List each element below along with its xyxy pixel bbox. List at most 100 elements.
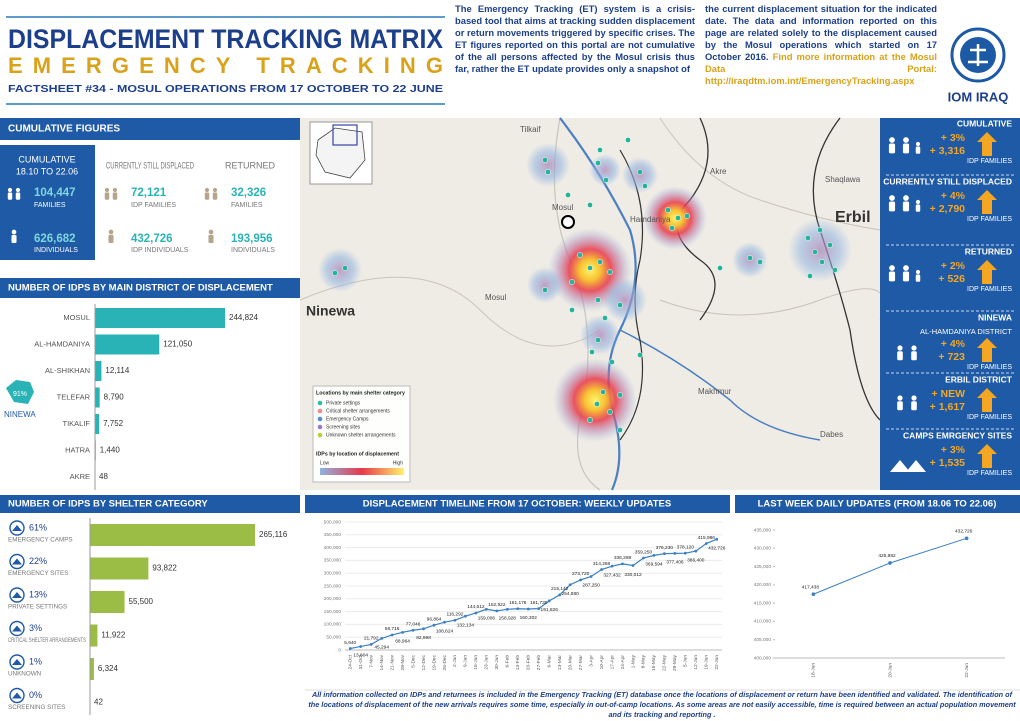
x-tick-label: 24-Oct [348, 654, 354, 669]
panel-title: NUMBER OF IDPS BY SHELTER CATEGORY [8, 499, 208, 510]
location-dot [577, 252, 583, 258]
point [474, 611, 478, 615]
figure-label: INDIVIDUALS [231, 247, 275, 254]
heat-blob [622, 157, 658, 193]
location-dot [805, 235, 811, 241]
point [453, 618, 457, 622]
location-dot [642, 183, 648, 189]
x-tick-label: 28-Nov [400, 654, 406, 670]
category-label: UNKNOWN [8, 671, 42, 678]
arrow [977, 260, 997, 284]
location-dot [817, 227, 823, 233]
y-tick-label: 400,000 [324, 545, 342, 551]
x-tick-label: 13-Mar [557, 655, 563, 671]
place-label: Tilkaif [520, 125, 541, 134]
portal-url[interactable]: http://iraqdtm.iom.int/EmergencyTracking… [705, 75, 915, 86]
sidebar-change: + 4% [941, 190, 966, 202]
x-tick-label: 12-Dec [421, 654, 427, 670]
value-label: 152,922 [488, 602, 506, 608]
location-dot [617, 427, 623, 433]
icon [12, 659, 22, 665]
value-label: 160,302 [520, 615, 538, 621]
panel-title: DISPLACEMENT TIMELINE FROM 17 OCTOBER: W… [363, 499, 671, 510]
y-tick-label: 405,000 [754, 637, 772, 643]
sidebar-count: + 3,316 [930, 145, 965, 157]
share-label: 3% [29, 623, 42, 633]
sidebar-unit: IDP FAMILIES [967, 364, 1012, 371]
icon [15, 192, 21, 200]
icon [888, 201, 896, 212]
figure: 32,326 [231, 187, 266, 199]
icon [889, 265, 895, 271]
x-tick-label: 22-Jun [964, 663, 970, 678]
column-heading: CURRENTLY STILL DISPLACED [106, 160, 194, 170]
icon [12, 525, 22, 531]
value-label: 42 [94, 698, 103, 707]
place-label: Erbil [835, 209, 871, 226]
value-label: 417,438 [802, 584, 820, 590]
portal-text: Find more information at the Mosul Data … [705, 51, 937, 74]
point [369, 643, 373, 646]
category-label: TIKALIF [62, 419, 90, 428]
y-tick-label: 450,000 [324, 532, 342, 538]
location-dot [542, 157, 548, 163]
y-tick-label: 400,000 [754, 655, 772, 661]
figure-label: IDP INDIVIDUALS [131, 247, 189, 254]
value-label: 432,726 [708, 545, 726, 551]
icon [7, 192, 13, 200]
icon [204, 192, 210, 200]
sidebar-heading: NINEWA [978, 312, 1012, 322]
point [579, 578, 583, 582]
value-label: 314,268 [593, 561, 611, 567]
icon [7, 187, 13, 193]
point [422, 627, 425, 631]
arrow [977, 388, 997, 412]
place-label: Makhmur [698, 387, 732, 396]
point [600, 568, 603, 571]
figure: 626,682 [34, 233, 76, 245]
value-label: 93,822 [152, 564, 177, 573]
place-label: Mosul [552, 203, 574, 212]
value-label: 377,406 [666, 560, 684, 566]
point [683, 551, 687, 555]
value-label: 159,006 [478, 616, 496, 622]
point [537, 607, 541, 610]
icon [890, 460, 926, 472]
place-label: Ninewa [306, 303, 355, 319]
figure-label: FAMILIES [34, 202, 66, 209]
location-dot [617, 392, 623, 398]
location-dot [545, 169, 551, 175]
x-tick-label: 27-Feb [536, 655, 542, 671]
sidebar [880, 118, 1020, 490]
value-label: 415,986 [698, 535, 716, 541]
panel-header [0, 495, 300, 513]
point [663, 552, 666, 556]
location-dot [603, 177, 609, 183]
location-dot [812, 249, 818, 255]
title: DISPLACEMENT TRACKING MATRIX [8, 24, 443, 54]
x-tick-label: 15-May [651, 654, 657, 671]
value-label: 21,792 [364, 636, 379, 642]
place-label: Mosul [485, 293, 507, 302]
heat-blob [580, 315, 620, 355]
icon [915, 199, 921, 205]
icon [897, 345, 903, 351]
y-tick-label: 150,000 [324, 609, 342, 615]
x-tick-label: 8-May [641, 654, 647, 668]
value-label: 132,134 [457, 622, 475, 628]
x-tick-label: 1-May [630, 654, 636, 668]
sidebar-count: + 2,790 [930, 203, 965, 215]
factsheet: FACTSHEET #34 - MOSUL OPERATIONS FROM 17… [8, 83, 443, 95]
x-tick-label: 20-Feb [526, 655, 532, 671]
y-tick-label: 430,000 [754, 546, 772, 552]
icon [915, 141, 921, 147]
line [813, 537, 967, 595]
value-label: 378,120 [677, 544, 695, 550]
point [673, 551, 677, 555]
icon [12, 558, 22, 565]
point [390, 633, 394, 637]
bar [95, 334, 160, 355]
icon [888, 143, 896, 154]
bar [90, 557, 149, 580]
location-dot [832, 267, 838, 273]
